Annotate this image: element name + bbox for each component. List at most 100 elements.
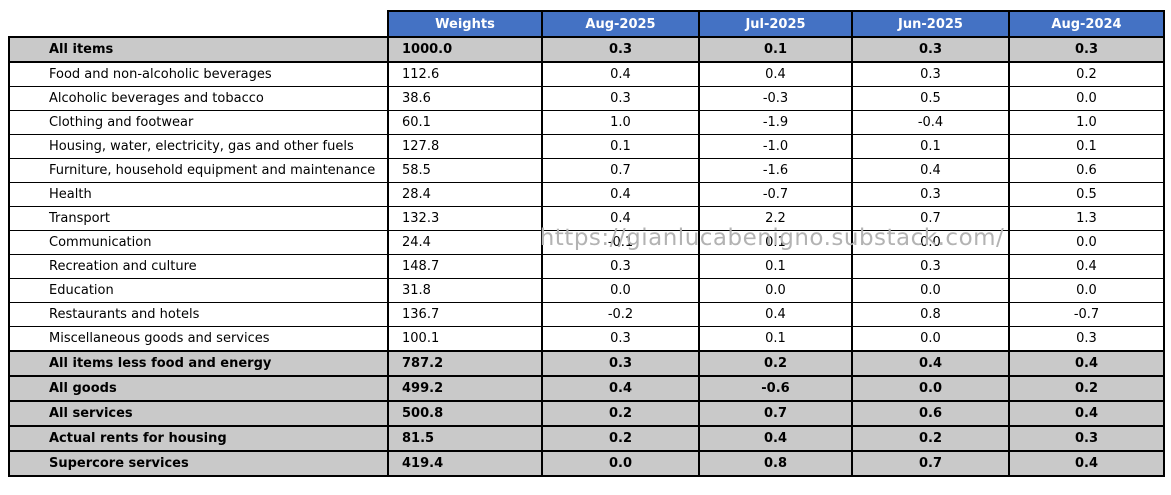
table-row: All items less food and energy 787.2 0.3 0.…: [8, 350, 1165, 377]
header-row: Weights Aug-2025 Jul-2025 Jun-2025 Aug-2024: [9, 10, 1165, 38]
table-row: Health 28.4 0.4 -0.7 0.3 0.5: [8, 182, 1165, 207]
value-cell: 0.4: [541, 61, 700, 87]
value-cell: 0.0: [851, 375, 1010, 402]
row-label-cell: All goods: [8, 375, 389, 402]
weights-cell: 500.8: [387, 400, 543, 427]
row-label-cell: All services: [8, 400, 389, 427]
value-cell: 0.8: [698, 450, 853, 477]
table-row: All items 1000.0 0.3 0.1 0.3 0.3: [8, 36, 1165, 63]
value-cell: 0.1: [698, 36, 853, 63]
row-label-cell: Communication: [8, 230, 389, 255]
corner-cell: [9, 11, 388, 37]
row-label-cell: Miscellaneous goods and services: [8, 326, 389, 352]
value-cell: 0.0: [1008, 230, 1165, 255]
table-header: Weights Aug-2025 Jul-2025 Jun-2025 Aug-2024: [9, 10, 1165, 38]
weights-cell: 28.4: [387, 182, 543, 207]
row-label-cell: All items: [8, 36, 389, 63]
value-cell: 0.4: [541, 375, 700, 402]
cpi-monthly-table: Weights Aug-2025 Jul-2025 Jun-2025 Aug-2024 …: [8, 10, 1165, 477]
table-row: Alcoholic beverages and tobacco 38.6 0.3 -0…: [8, 86, 1165, 111]
table-row: Transport 132.3 0.4 2.2 0.7 1.3: [8, 206, 1165, 231]
row-label-cell: Food and non-alcoholic beverages: [8, 61, 389, 87]
weights-cell: 132.3: [387, 206, 543, 231]
table-row: Recreation and culture 148.7 0.3 0.1 0.3 0.4: [8, 254, 1165, 279]
value-cell: 0.3: [541, 36, 700, 63]
weights-cell: 136.7: [387, 302, 543, 327]
weights-cell: 419.4: [387, 450, 543, 477]
table-row: Food and non-alcoholic beverages 112.6 0.4…: [8, 61, 1165, 87]
value-cell: 0.4: [1008, 450, 1165, 477]
value-cell: 0.1: [1008, 134, 1165, 159]
value-cell: 0.3: [541, 326, 700, 352]
column-header-weights: Weights: [387, 10, 543, 38]
value-cell: 0.1: [698, 230, 853, 255]
value-cell: 0.2: [541, 425, 700, 452]
value-cell: 0.4: [1008, 254, 1165, 279]
value-cell: 0.5: [851, 86, 1010, 111]
value-cell: 0.1: [698, 326, 853, 352]
column-header-aug-2025: Aug-2025: [541, 10, 700, 38]
table-row: Furniture, household equipment and maint…: [8, 158, 1165, 183]
weights-cell: 499.2: [387, 375, 543, 402]
value-cell: 0.1: [698, 254, 853, 279]
value-cell: 0.7: [851, 206, 1010, 231]
value-cell: 0.3: [1008, 425, 1165, 452]
weights-cell: 60.1: [387, 110, 543, 135]
value-cell: 0.3: [1008, 36, 1165, 63]
table-row: Supercore services 419.4 0.0 0.8 0.7 0.4: [8, 450, 1165, 477]
row-label-cell: Transport: [8, 206, 389, 231]
value-cell: 0.3: [851, 36, 1010, 63]
value-cell: 0.2: [1008, 61, 1165, 87]
value-cell: 0.0: [1008, 86, 1165, 111]
value-cell: 0.2: [698, 350, 853, 377]
value-cell: 0.4: [851, 350, 1010, 377]
value-cell: -0.2: [541, 302, 700, 327]
value-cell: 0.1: [851, 134, 1010, 159]
row-label-cell: Education: [8, 278, 389, 303]
value-cell: -1.9: [698, 110, 853, 135]
row-label-cell: Supercore services: [8, 450, 389, 477]
table-row: Restaurants and hotels 136.7 -0.2 0.4 0.8 -0.…: [8, 302, 1165, 327]
value-cell: 0.2: [541, 400, 700, 427]
weights-cell: 148.7: [387, 254, 543, 279]
value-cell: 0.3: [851, 182, 1010, 207]
value-cell: 0.0: [851, 278, 1010, 303]
value-cell: 0.0: [851, 230, 1010, 255]
value-cell: -0.4: [851, 110, 1010, 135]
value-cell: 1.0: [541, 110, 700, 135]
weights-cell: 31.8: [387, 278, 543, 303]
value-cell: 0.0: [851, 326, 1010, 352]
value-cell: 1.0: [1008, 110, 1165, 135]
value-cell: 0.4: [1008, 350, 1165, 377]
weights-cell: 58.5: [387, 158, 543, 183]
table-row: Actual rents for housing 81.5 0.2 0.4 0.2 0.3: [8, 425, 1165, 452]
value-cell: 0.6: [851, 400, 1010, 427]
value-cell: -0.3: [698, 86, 853, 111]
weights-cell: 127.8: [387, 134, 543, 159]
row-label-cell: Restaurants and hotels: [8, 302, 389, 327]
value-cell: 0.4: [851, 158, 1010, 183]
weights-cell: 787.2: [387, 350, 543, 377]
value-cell: 0.2: [1008, 375, 1165, 402]
value-cell: -0.7: [698, 182, 853, 207]
value-cell: 0.3: [1008, 326, 1165, 352]
value-cell: 0.0: [698, 278, 853, 303]
table-row: Communication 24.4 -0.1 0.1 0.0 0.0: [8, 230, 1165, 255]
value-cell: 1.3: [1008, 206, 1165, 231]
value-cell: -0.7: [1008, 302, 1165, 327]
value-cell: -1.0: [698, 134, 853, 159]
weights-cell: 81.5: [387, 425, 543, 452]
value-cell: 0.8: [851, 302, 1010, 327]
table-row: All goods 499.2 0.4 -0.6 0.0 0.2: [8, 375, 1165, 402]
row-label-cell: Clothing and footwear: [8, 110, 389, 135]
value-cell: 0.0: [1008, 278, 1165, 303]
row-label-cell: Alcoholic beverages and tobacco: [8, 86, 389, 111]
table-row: Clothing and footwear 60.1 1.0 -1.9 -0.4 1.0: [8, 110, 1165, 135]
value-cell: 0.4: [541, 206, 700, 231]
value-cell: 0.7: [851, 450, 1010, 477]
row-label-cell: Health: [8, 182, 389, 207]
table-row: Housing, water, electricity, gas and oth…: [8, 134, 1165, 159]
table-row: Education 31.8 0.0 0.0 0.0 0.0: [8, 278, 1165, 303]
row-label-cell: All items less food and energy: [8, 350, 389, 377]
